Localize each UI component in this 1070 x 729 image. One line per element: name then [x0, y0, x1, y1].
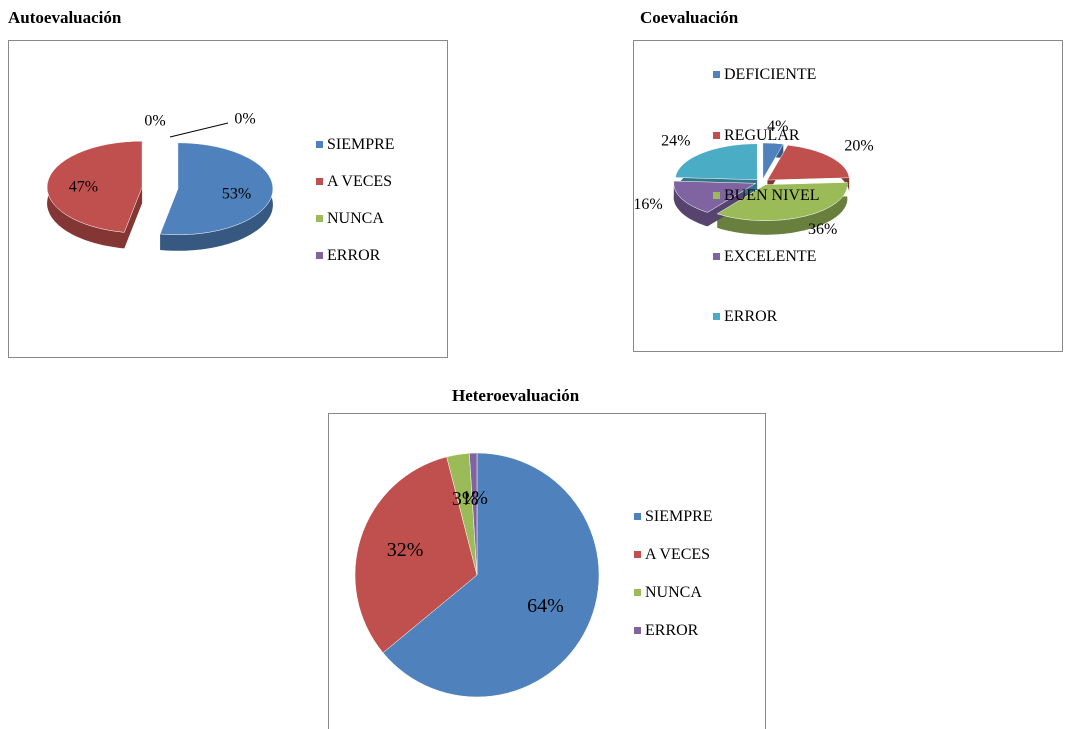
legend-entry: REGULAR: [713, 127, 833, 145]
legend-label: BUEN NIVEL: [724, 187, 820, 204]
legend-swatch: [713, 71, 720, 78]
slice: [766, 144, 850, 181]
legend-swatch: [316, 252, 323, 259]
legend-label: A VECES: [327, 173, 393, 190]
legend-label: ERROR: [645, 622, 699, 639]
data-label: 24%: [661, 132, 690, 149]
chart-title: Heteroevaluación: [452, 386, 580, 405]
legend-swatch: [634, 513, 641, 520]
legend-label: A VECES: [645, 546, 711, 563]
data-label: 16%: [633, 196, 662, 213]
legend-label: SIEMPRE: [327, 136, 395, 153]
slice: [46, 140, 143, 233]
legend-label: SIEMPRE: [645, 508, 713, 525]
legend-label: NUNCA: [645, 584, 702, 601]
slice: [762, 142, 784, 180]
slice: [159, 142, 274, 236]
data-label: 3%: [452, 488, 479, 510]
legend-label: NUNCA: [327, 210, 384, 227]
legend-swatch: [713, 192, 720, 199]
data-label: 47%: [69, 178, 98, 195]
data-label: 20%: [844, 137, 873, 154]
data-label: 4%: [767, 118, 788, 135]
legend-label: ERROR: [724, 308, 778, 325]
chart-title: Autoevaluación: [8, 8, 122, 27]
legend-label: ERROR: [327, 247, 381, 264]
legend-swatch: [316, 215, 323, 222]
legend-entry: BUEN NIVEL: [713, 187, 833, 205]
legend-swatch: [634, 551, 641, 558]
legend-label: REGULAR: [724, 126, 800, 144]
legend-entry: A VECES: [634, 546, 764, 564]
legend-swatch: [713, 131, 720, 139]
legend-swatch: [316, 178, 323, 185]
legend-entry: EXCELENTE: [713, 248, 833, 266]
legend-swatch: [634, 627, 641, 634]
data-label: 0%: [144, 113, 165, 130]
legend-entry: SIEMPRE: [316, 136, 466, 154]
legend-entry: ERROR: [634, 622, 764, 640]
data-label: 36%: [808, 221, 837, 238]
chart-title: Coevaluación: [640, 8, 739, 27]
legend-entry: A VECES: [316, 173, 466, 191]
legend-swatch: [634, 589, 641, 596]
legend-swatch: [316, 141, 323, 148]
slice: [469, 452, 478, 576]
legend-label: EXCELENTE: [724, 247, 817, 265]
leader-line: [169, 122, 229, 138]
legend-entry: ERROR: [316, 247, 466, 265]
legend-entry: NUNCA: [316, 210, 466, 228]
legend-entry: DEFICIENTE: [713, 66, 833, 84]
legend-label: DEFICIENTE: [724, 66, 817, 83]
legend-entry: SIEMPRE: [634, 508, 764, 526]
legend-entry: ERROR: [713, 308, 833, 326]
legend-swatch: [713, 313, 720, 320]
data-label: 32%: [387, 539, 424, 561]
legend-entry: NUNCA: [634, 584, 764, 602]
slice: [675, 143, 758, 181]
slice-side: [673, 181, 756, 227]
data-label: 0%: [234, 111, 255, 128]
slice: [354, 456, 478, 654]
data-label: 53%: [222, 185, 251, 202]
legend-swatch: [713, 252, 720, 260]
data-label: 1%: [461, 487, 488, 509]
data-label: 64%: [527, 595, 564, 617]
slice: [382, 452, 600, 698]
slice: [716, 182, 848, 221]
